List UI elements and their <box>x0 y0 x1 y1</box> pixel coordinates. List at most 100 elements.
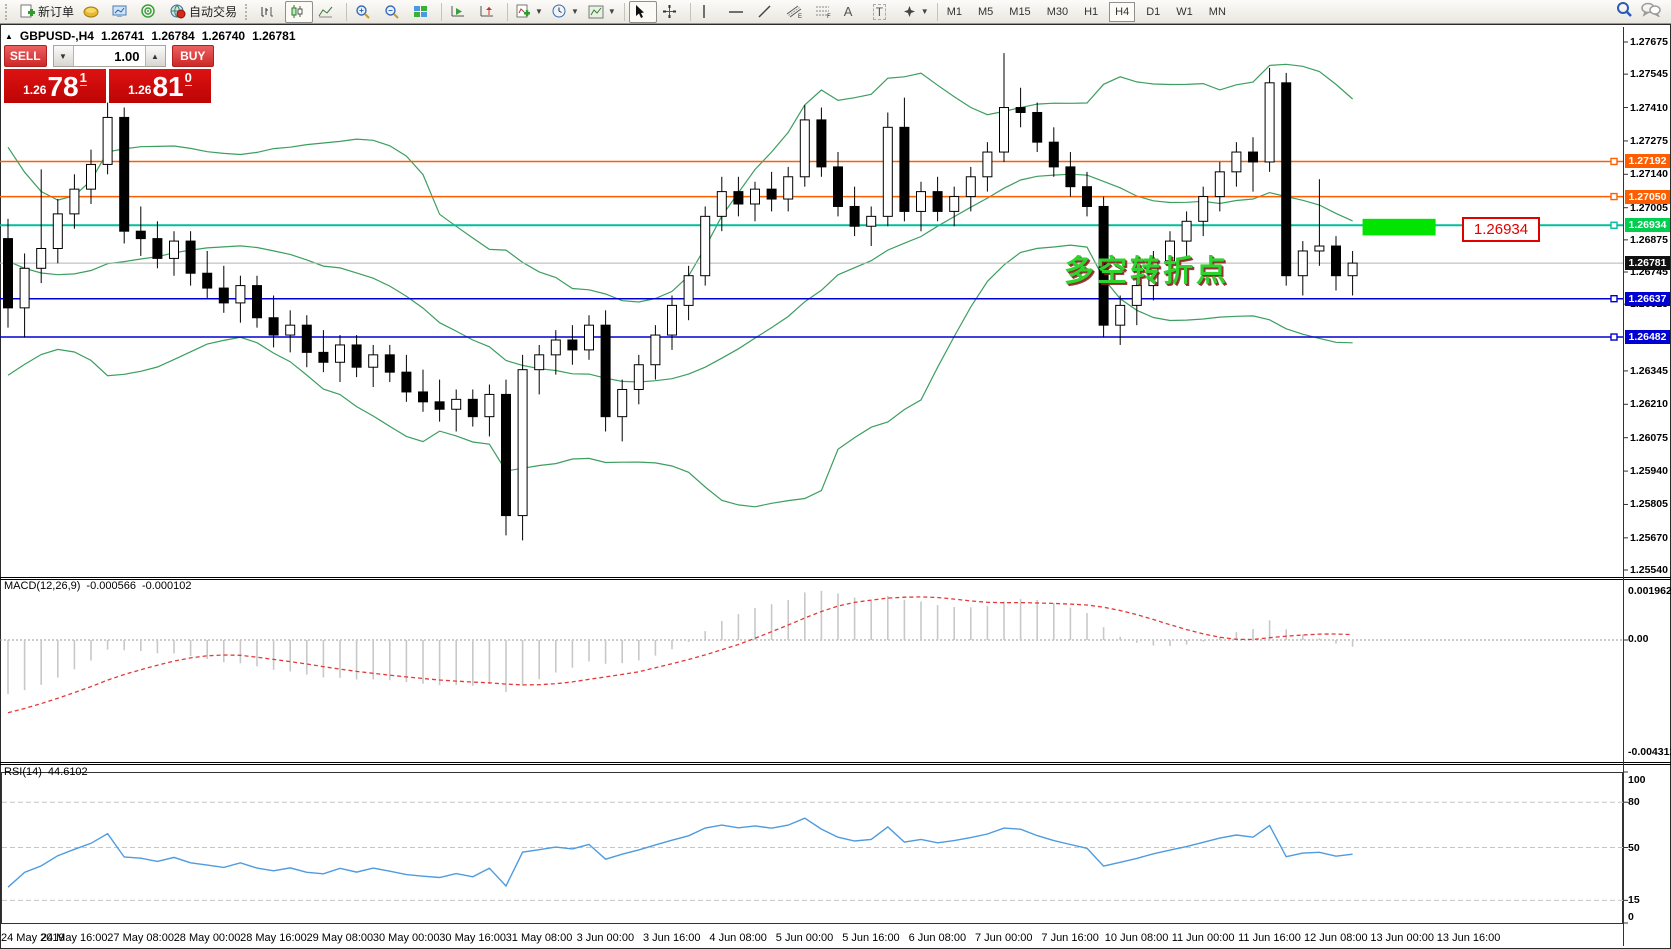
candle-body <box>152 238 163 259</box>
timeframe-m15[interactable]: M15 <box>1009 5 1031 18</box>
candle-body <box>617 388 628 418</box>
timeframe-mn[interactable]: MN <box>1208 5 1226 18</box>
date-tick: 4 Jun 08:00 <box>709 932 767 944</box>
autotrading-button[interactable]: 自动交易 <box>166 1 241 23</box>
quote-low: 1.26740 <box>201 29 246 43</box>
buy-button[interactable]: BUY <box>171 45 214 67</box>
sell-price-pip: 1 <box>79 70 87 86</box>
candle-body <box>135 230 146 240</box>
timeframe-d1[interactable]: D1 <box>1146 5 1161 18</box>
candle-body <box>517 369 528 517</box>
buy-price-pip: 0 <box>184 70 192 86</box>
candle-body <box>882 126 893 217</box>
candle-body <box>550 339 561 356</box>
timeframe-m30[interactable]: M30 <box>1046 5 1069 18</box>
volume-value[interactable]: 1.00 <box>73 46 145 66</box>
candle-body <box>633 364 644 390</box>
price-tick: 1.27675 <box>1630 36 1668 48</box>
line-chart-button[interactable] <box>314 1 342 23</box>
vertical-line-tool[interactable] <box>695 1 723 23</box>
trendline-tool[interactable] <box>753 1 781 23</box>
line-handle[interactable] <box>1610 295 1618 303</box>
chart-shift-button[interactable] <box>475 1 503 23</box>
bar-chart-button[interactable] <box>256 1 284 23</box>
candle-body <box>86 163 96 190</box>
text-tool[interactable]: A <box>840 1 868 23</box>
candle-body <box>799 119 810 178</box>
fibonacci-tool[interactable]: F <box>811 1 839 23</box>
toolbar-grip[interactable] <box>245 3 252 20</box>
equidistant-channel-tool[interactable]: E <box>782 1 810 23</box>
candle-body <box>1297 250 1308 277</box>
cursor-button[interactable] <box>628 0 657 23</box>
timeframe-h1[interactable]: H1 <box>1084 5 1099 18</box>
volume-decrease-button[interactable]: ▼ <box>53 46 74 66</box>
current-price-badge: 1.26781 <box>1625 256 1670 271</box>
rsi-axis-label: 100 <box>1628 774 1646 786</box>
dropdown-arrow-icon: ▼ <box>570 7 579 16</box>
candle-chart-button[interactable] <box>285 0 314 23</box>
rsi-axis-label: 80 <box>1628 796 1640 809</box>
sell-button[interactable]: SELL <box>4 45 47 67</box>
charts-button[interactable] <box>108 1 136 23</box>
crosshair-button[interactable] <box>658 1 686 23</box>
price-tick: 1.25940 <box>1630 465 1668 478</box>
collapse-panel-icon[interactable]: ▲ <box>5 31 13 41</box>
search-icon[interactable] <box>1616 1 1633 23</box>
price-tick: 1.26075 <box>1630 431 1668 444</box>
tile-windows-button[interactable] <box>409 1 437 23</box>
timeframe-w1[interactable]: W1 <box>1176 5 1193 18</box>
candle-body <box>434 401 445 410</box>
date-tick: 28 May 16:00 <box>240 932 307 944</box>
timeframe-h4[interactable]: H4 <box>1109 1 1136 22</box>
autotrading-icon <box>170 4 186 19</box>
highlight-zone-rect[interactable] <box>1362 218 1436 236</box>
auto-scroll-button[interactable] <box>446 1 474 23</box>
candle-body <box>1082 186 1092 207</box>
zoom-in-button[interactable] <box>351 1 379 23</box>
line-handle[interactable] <box>1610 333 1618 341</box>
candle-body <box>318 351 329 363</box>
profiles-button[interactable] <box>79 1 107 23</box>
candle-body <box>1015 107 1026 113</box>
candle-body <box>667 304 677 336</box>
new-order-button[interactable]: 新订单 <box>16 1 78 23</box>
timeframe-m5[interactable]: M5 <box>978 5 994 18</box>
candle-body <box>849 205 860 227</box>
toolbar-grip[interactable] <box>5 3 12 20</box>
candle-body <box>401 371 412 393</box>
sell-price-box[interactable]: 1.26 78 1 <box>4 69 106 103</box>
horizontal-line-tool[interactable] <box>724 1 752 23</box>
date-tick: 31 May 08:00 <box>505 932 573 944</box>
symbol-period-label: GBPUSD-,H4 <box>19 29 94 43</box>
candle-body <box>866 215 877 227</box>
zoom-out-button[interactable] <box>380 1 408 23</box>
chart-canvas[interactable] <box>0 24 1671 949</box>
timeframe-m1[interactable]: M1 <box>946 5 962 18</box>
price-level-badge: 1.26482 <box>1625 330 1670 345</box>
candle-body <box>584 324 594 351</box>
chart-text-annotation[interactable]: 多空转折点 <box>1064 255 1229 288</box>
candle-body <box>750 188 760 205</box>
buy-price-box[interactable]: 1.26 81 0 <box>109 69 211 103</box>
templates-button[interactable]: ▼ <box>584 1 620 23</box>
price-callout-box[interactable]: 1.26934 <box>1462 217 1540 242</box>
indicators-button[interactable]: ▼ <box>512 1 547 23</box>
date-tick: 3 Jun 00:00 <box>576 932 635 944</box>
sell-price-prefix: 1.26 <box>23 83 47 97</box>
macd-axis-zero: 0.00 <box>1628 633 1649 645</box>
line-handle[interactable] <box>1610 221 1618 229</box>
rsi-axis-label: 0 <box>1628 911 1634 923</box>
line-handle[interactable] <box>1610 157 1618 166</box>
community-chat-icon[interactable] <box>1641 2 1661 22</box>
signals-button[interactable] <box>137 1 165 23</box>
arrows-tool[interactable]: ▼ <box>898 1 933 23</box>
rsi-line <box>7 817 1353 888</box>
candle-body <box>1032 111 1043 143</box>
periods-button[interactable]: ▼ <box>548 1 583 23</box>
candle-body <box>916 191 926 212</box>
text-label-tool[interactable]: T <box>869 1 897 23</box>
price-level-badge: 1.27192 <box>1625 154 1670 169</box>
volume-increase-button[interactable]: ▲ <box>144 46 165 66</box>
line-handle[interactable] <box>1610 192 1618 201</box>
